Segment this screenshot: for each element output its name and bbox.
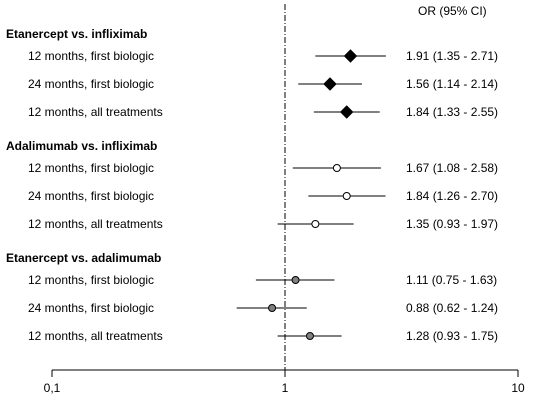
row-label: 12 months, all treatments <box>28 329 163 343</box>
point-estimate-circle <box>291 276 300 284</box>
or-value-label: 1.67 (1.08 - 2.58) <box>406 161 498 175</box>
or-value-label: 1.91 (1.35 - 2.71) <box>406 49 498 63</box>
x-tick-label: 10 <box>511 381 525 395</box>
x-tick-label: 0,1 <box>44 381 61 395</box>
or-value-label: 1.28 (0.93 - 1.75) <box>406 329 498 343</box>
group-title: Etanercept vs. infliximab <box>6 27 147 41</box>
point-estimate-diamond <box>343 49 358 63</box>
point-estimate-diamond <box>323 77 337 91</box>
point-estimate-circle <box>311 220 320 228</box>
rows-layer: Etanercept vs. infliximab 12 months, firs… <box>6 27 498 343</box>
point-estimate-circle <box>305 332 314 340</box>
or-value-label: 1.35 (0.93 - 1.97) <box>406 217 498 231</box>
group-title: Adalimumab vs. infliximab <box>6 139 157 153</box>
point-estimate-circle <box>332 164 341 172</box>
point-estimate-diamond <box>339 105 354 119</box>
row-label: 12 months, first biologic <box>28 273 154 287</box>
x-tick-label: 1 <box>282 381 289 395</box>
row-label: 12 months, first biologic <box>28 49 154 63</box>
x-axis: 0,1 1 10 <box>44 4 525 395</box>
or-value-label: 1.56 (1.14 - 2.14) <box>406 77 498 91</box>
row-label: 12 months, all treatments <box>28 217 163 231</box>
row-label: 24 months, first biologic <box>28 77 154 91</box>
row-label: 24 months, first biologic <box>28 301 154 315</box>
group-title: Etanercept vs. adalimumab <box>6 251 161 265</box>
or-value-label: 1.84 (1.26 - 2.70) <box>406 189 498 203</box>
or-value-label: 0.88 (0.62 - 1.24) <box>406 301 498 315</box>
row-label: 24 months, first biologic <box>28 189 154 203</box>
or-value-label: 1.11 (0.75 - 1.63) <box>406 273 497 287</box>
row-label: 12 months, all treatments <box>28 105 163 119</box>
point-estimate-circle <box>268 304 277 312</box>
point-estimate-circle <box>342 192 351 200</box>
row-label: 12 months, first biologic <box>28 161 154 175</box>
or-column-header: OR (95% CI) <box>418 4 487 18</box>
or-value-label: 1.84 (1.33 - 2.55) <box>406 105 498 119</box>
